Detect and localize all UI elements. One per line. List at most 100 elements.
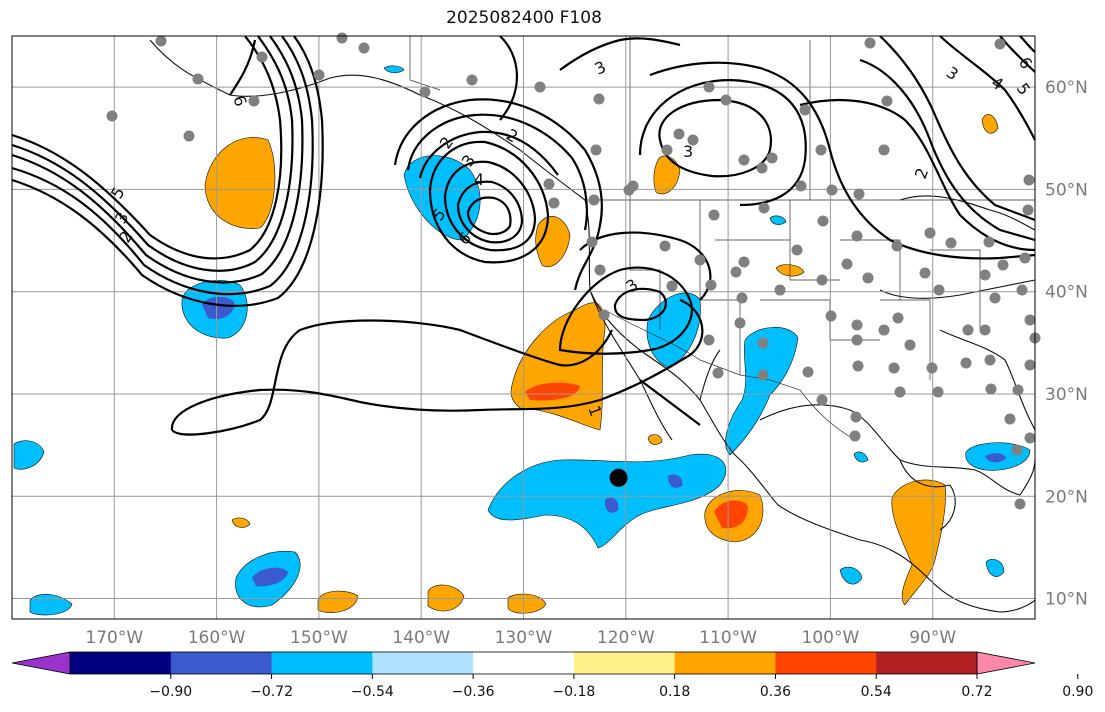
longitude-tick-label: 110°W: [699, 628, 757, 648]
contour-line: [639, 379, 701, 426]
station-dot: [799, 104, 811, 116]
contour-line: [879, 35, 1036, 222]
longitude-tick-label: 150°W: [290, 628, 348, 648]
contour-line: [11, 35, 314, 296]
colorbar-segment: [573, 652, 676, 674]
coastlines: [149, 39, 1036, 613]
station-dot: [734, 317, 746, 329]
contour-line: [456, 180, 524, 244]
storm-center-marker: [609, 468, 628, 487]
longitude-tick-label: 130°W: [495, 628, 553, 648]
station-dot: [852, 360, 864, 372]
contour-line: [1019, 35, 1036, 53]
station-dot: [919, 267, 931, 279]
station-dot: [945, 237, 957, 249]
station-dot: [932, 386, 944, 398]
longitude-tick-label: 140°W: [392, 628, 450, 648]
station-dot: [730, 266, 742, 278]
longitude-tick-label: 170°W: [85, 628, 143, 648]
station-dot: [590, 144, 602, 156]
station-dot: [1016, 284, 1028, 296]
station-dot: [666, 280, 678, 292]
station-dot: [881, 95, 893, 107]
station-dot: [720, 94, 732, 106]
contour-line: [999, 35, 1036, 73]
colorbar-tick-label: −0.90: [149, 684, 192, 700]
station-dots: [106, 32, 1041, 510]
station-dot: [543, 178, 555, 190]
contour-line: [638, 78, 807, 207]
station-dot: [256, 51, 268, 63]
contour-line: [499, 35, 519, 121]
colorbar: −0.90 −0.72 −0.54 −0.36 −0.18 0.18 0.36 0.54 0.7…: [11, 651, 1093, 700]
colorbar-tick-label: 0.90: [1062, 684, 1093, 700]
station-dot: [419, 86, 431, 98]
station-dot: [1024, 314, 1036, 326]
colorbar-extend-high: [976, 651, 1036, 675]
contour-line: [579, 231, 712, 301]
station-dot: [841, 258, 853, 270]
contour-line: [649, 61, 1036, 260]
station-dot: [817, 215, 829, 227]
station-dot: [155, 35, 167, 47]
station-dot: [183, 130, 195, 142]
colorbar-tick-label: 0.54: [861, 684, 892, 700]
station-dot: [1022, 204, 1034, 216]
longitude-tick-label: 160°W: [188, 628, 246, 648]
station-dot: [985, 383, 997, 395]
contour-label: 3: [683, 142, 693, 161]
latitude-tick-labels: 60°N 50°N 40°N 30°N 20°N 10°N: [1045, 78, 1088, 609]
contour-line: [11, 35, 283, 260]
station-dot: [588, 194, 600, 206]
contour-line: [170, 298, 704, 431]
station-dot: [894, 386, 906, 398]
station-dot: [774, 284, 786, 296]
longitude-tick-label: 120°W: [597, 628, 655, 648]
colorbar-tick-label: 0.72: [961, 684, 992, 700]
map-title: 2025082400 F108: [446, 8, 602, 28]
colorbar-tick-label: −0.36: [452, 684, 495, 700]
colorbar-segment: [170, 652, 273, 674]
station-dot: [878, 324, 890, 336]
colorbar-tick-label: −0.54: [351, 684, 394, 700]
station-dot: [1011, 444, 1023, 456]
station-dot: [933, 284, 945, 296]
station-dot: [766, 152, 778, 164]
station-dot: [983, 236, 995, 248]
station-dot: [891, 240, 903, 252]
latitude-tick-label: 50°N: [1045, 180, 1088, 200]
station-dot: [1012, 384, 1024, 396]
colorbar-segment: [372, 652, 474, 674]
station-dot: [795, 180, 807, 192]
station-dot: [997, 259, 1009, 271]
station-dot: [673, 128, 685, 140]
station-dot: [816, 394, 828, 406]
longitude-tick-labels: 170°W 160°W 150°W 140°W 130°W 120°W 110°W 100°W…: [85, 628, 956, 648]
station-dot: [825, 310, 837, 322]
station-dot: [815, 144, 827, 156]
contour-line: [229, 39, 257, 96]
station-dot: [694, 254, 706, 266]
contour-line: [658, 98, 772, 178]
colorbar-tick-label: 0.36: [760, 684, 791, 700]
station-dot: [791, 244, 803, 256]
station-dot: [888, 362, 900, 374]
colorbar-tick-label: −0.18: [552, 684, 595, 700]
station-dot: [705, 279, 717, 291]
station-dot: [586, 236, 598, 248]
contour-line: [939, 35, 1036, 141]
station-dot: [192, 73, 204, 85]
station-dot: [851, 230, 863, 242]
contour-line: [11, 35, 304, 284]
latitude-tick-label: 60°N: [1045, 78, 1088, 98]
station-dot: [703, 81, 715, 93]
station-dot: [703, 334, 715, 346]
station-dot: [994, 38, 1006, 50]
plot-area: 5 3 2 6 2 3 4 5 6 2 3 3 3 1 2 3 4 5 6: [11, 32, 1041, 620]
latitude-tick-label: 20°N: [1045, 487, 1088, 507]
station-dot: [659, 240, 671, 252]
station-dot: [627, 180, 639, 192]
station-dot: [248, 95, 260, 107]
colorbar-tick-label: −0.72: [250, 684, 293, 700]
station-dot: [816, 274, 828, 286]
